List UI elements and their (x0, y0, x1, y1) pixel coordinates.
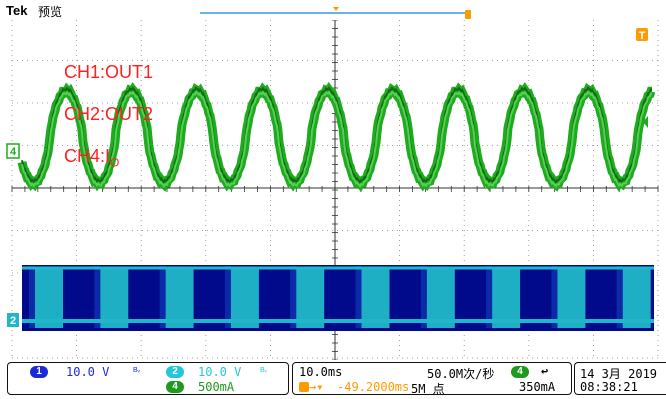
delay-arrow-icon: →▾ (309, 380, 324, 394)
ch2-pulse (426, 268, 455, 328)
svg-text:4: 4 (10, 146, 17, 158)
ch1-edge (616, 266, 623, 328)
svg-text:T: T (639, 30, 646, 42)
label-ch4-text: CH4:I (64, 146, 111, 166)
trigger-source-badge[interactable]: 4 (511, 366, 529, 378)
ch1-edge (420, 266, 427, 328)
horizontal-scale: 10.0ms (299, 365, 343, 379)
ch2-pulse (35, 268, 63, 328)
brand-label: Tek (6, 3, 28, 18)
ch1-edge (290, 266, 297, 328)
datetime-box: 14 3月 2019 08:38:21 (574, 362, 666, 395)
trigger-position-icon (299, 382, 309, 392)
ch2-scale: 10.0 V (198, 365, 242, 379)
ch2-pulse (622, 268, 651, 328)
ch4-scale: 500mA (198, 380, 235, 394)
ch1-edge (29, 266, 35, 328)
channel-1-2-waveform (22, 265, 654, 331)
trigger-level-arrow (643, 116, 648, 128)
ch2-badge[interactable]: 2 (166, 366, 184, 378)
ch4-trace (21, 90, 652, 188)
ch2-pulse (557, 268, 586, 328)
ch1-edge (486, 266, 493, 328)
trigger-marker[interactable]: T (636, 28, 648, 42)
record-length: 5M 点 (411, 382, 445, 396)
ch1-scale: 10.0 V (66, 365, 110, 379)
ch4-trace (21, 86, 652, 184)
ch1-edge (224, 266, 231, 328)
ch2-pulse (492, 268, 521, 328)
label-ch4-sub: O (110, 155, 120, 170)
label-ch4: CH4:IO (64, 146, 119, 170)
ch2-pulse (230, 268, 259, 328)
ch2-pulse (361, 268, 390, 328)
channel-2-ground-marker[interactable]: 2 (7, 313, 19, 327)
channel-settings-box[interactable]: 1 10.0 V Bᵥ 2 10.0 V Bᵥ 4 500mA (7, 362, 289, 395)
ch1-edge (159, 266, 166, 328)
channel-4-ground-marker[interactable]: 4 (6, 143, 20, 159)
waveform-display[interactable]: T 4 2 (0, 20, 666, 360)
timebase-box[interactable]: 10.0ms 50.0M次/秒 →▾ -49.2000ms 5M 点 4 ↩ 3… (292, 362, 572, 396)
top-status-bar: Tek 预览 (0, 0, 666, 20)
sample-rate: 50.0M次/秒 (427, 367, 495, 381)
channel-4-waveform (17, 81, 656, 192)
ch1-edge (551, 266, 558, 328)
label-ch1: CH1:OUT1 (64, 62, 154, 82)
trigger-slope-icon: ↩ (541, 364, 549, 378)
ch2-bw-limit-icon: Bᵥ (260, 367, 267, 374)
ch1-edge (355, 266, 362, 328)
acquisition-mode: 预览 (38, 5, 63, 19)
ch2-pulse (100, 268, 129, 328)
date-display: 14 3月 2019 (580, 367, 658, 381)
ch1-edge (94, 266, 101, 328)
ch1-badge[interactable]: 1 (30, 366, 48, 378)
horizontal-position: -49.2000ms (337, 380, 410, 394)
ch4-badge[interactable]: 4 (166, 381, 184, 393)
label-ch2: CH2:OUT2 (64, 104, 154, 124)
record-view-indicator (200, 7, 471, 19)
ch2-pulse (165, 268, 194, 328)
bottom-readout-bar: 1 10.0 V Bᵥ 2 10.0 V Bᵥ 4 500mA 10.0ms 5… (0, 360, 666, 399)
svg-text:2: 2 (10, 315, 16, 327)
ch1-bw-limit-icon: Bᵥ (133, 367, 140, 374)
time-display: 08:38:21 (580, 380, 638, 394)
trigger-level: 350mA (519, 380, 556, 394)
ch2-pulse (296, 268, 325, 328)
